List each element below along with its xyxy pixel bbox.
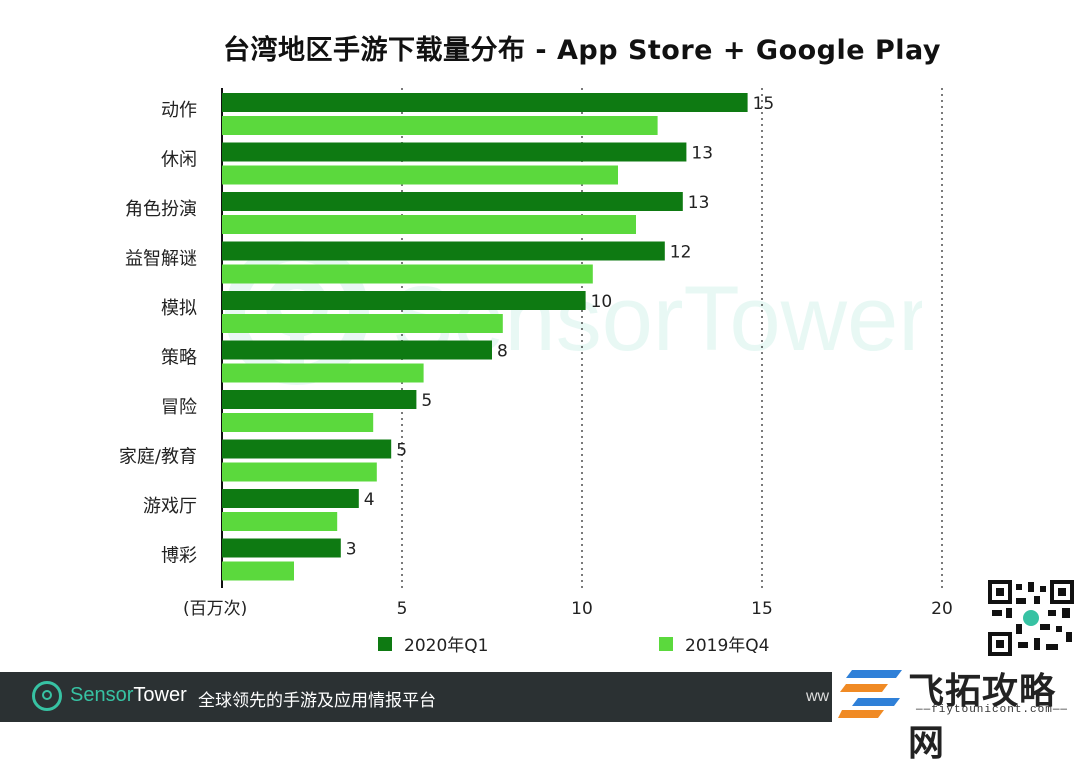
- category-label: 动作: [161, 100, 197, 121]
- x-tick-label: 15: [751, 599, 773, 619]
- site-logo-url: ——fiytounicont.com——: [916, 704, 1069, 716]
- bar-2020q1: [222, 93, 748, 112]
- data-label: 4: [364, 490, 375, 510]
- bar-2020q1: [222, 142, 687, 162]
- qr-code: [988, 580, 1074, 656]
- data-label: 12: [670, 243, 692, 263]
- footer-brand-b: Tower: [133, 684, 187, 706]
- axis-unit-label: (百万次): [183, 599, 247, 619]
- bar-chart: 动作 15 休闲 13 角色扮演 13 益智解谜 12 模拟 10 策略 8 冒险 5 家庭/教育 5 游戏厅 4…: [119, 88, 953, 619]
- x-tick-label: 20: [931, 599, 953, 619]
- data-label: 5: [421, 391, 432, 411]
- legend-item-2020q1: 2020年Q1: [378, 631, 488, 656]
- footer-brand: SensorTower: [70, 684, 187, 707]
- bar-2019q4: [222, 561, 294, 581]
- bar-2020q1: [222, 291, 586, 310]
- footer-brand-a: Sensor: [70, 684, 134, 706]
- category-label: 休闲: [161, 150, 197, 171]
- legend-label-2019q4: 2019年Q4: [685, 636, 770, 656]
- sensortower-logo-icon: [32, 681, 62, 711]
- bar-2019q4: [222, 413, 374, 432]
- legend-swatch-light-green: [659, 636, 673, 651]
- category-label: 模拟: [161, 298, 197, 319]
- bar-2019q4: [222, 116, 658, 135]
- data-label: 15: [753, 94, 775, 114]
- footer-url: ww: [806, 688, 830, 705]
- category-label: 策略: [161, 348, 197, 369]
- bar-2019q4: [222, 314, 503, 333]
- category-label: 冒险: [161, 397, 197, 418]
- bar-2020q1: [222, 439, 392, 459]
- chart-stage: 台湾地区手游下载量分布 - App Store + Google Play Se…: [119, 35, 953, 656]
- bar-2020q1: [222, 340, 492, 360]
- legend-item-2019q4: 2019年Q4: [659, 631, 769, 656]
- category-label: 益智解谜: [125, 249, 197, 270]
- footer-slogan: 全球领先的手游及应用情报平台: [198, 691, 436, 711]
- site-logo: 飞拓攻略网 ——fiytounicont.com——: [832, 660, 1080, 764]
- x-tick-label: 10: [571, 599, 593, 619]
- bar-2020q1: [222, 241, 665, 261]
- category-label: 角色扮演: [125, 199, 197, 220]
- bar-2020q1: [222, 489, 359, 508]
- data-label: 13: [691, 144, 713, 164]
- bar-2019q4: [222, 462, 377, 482]
- data-label: 5: [396, 441, 407, 461]
- data-label: 10: [591, 292, 613, 312]
- bar-2019q4: [222, 264, 593, 284]
- bar-2019q4: [222, 512, 338, 531]
- legend-label-2020q1: 2020年Q1: [404, 636, 489, 656]
- site-logo-icon: [838, 670, 902, 718]
- category-label: 游戏厅: [143, 496, 197, 517]
- bar-2020q1: [222, 538, 341, 558]
- category-label: 家庭/教育: [119, 447, 197, 468]
- bar-2020q1: [222, 390, 417, 409]
- x-tick-label: 5: [397, 599, 408, 619]
- bar-2019q4: [222, 215, 636, 234]
- chart-title: 台湾地区手游下载量分布 - App Store + Google Play: [223, 35, 941, 66]
- bar-2019q4: [222, 363, 424, 383]
- legend-swatch-dark-green: [378, 636, 392, 651]
- bar-2020q1: [222, 192, 683, 211]
- bar-2019q4: [222, 165, 618, 185]
- data-label: 3: [346, 540, 357, 560]
- category-label: 博彩: [161, 546, 197, 567]
- data-label: 8: [497, 342, 508, 362]
- data-label: 13: [688, 193, 710, 213]
